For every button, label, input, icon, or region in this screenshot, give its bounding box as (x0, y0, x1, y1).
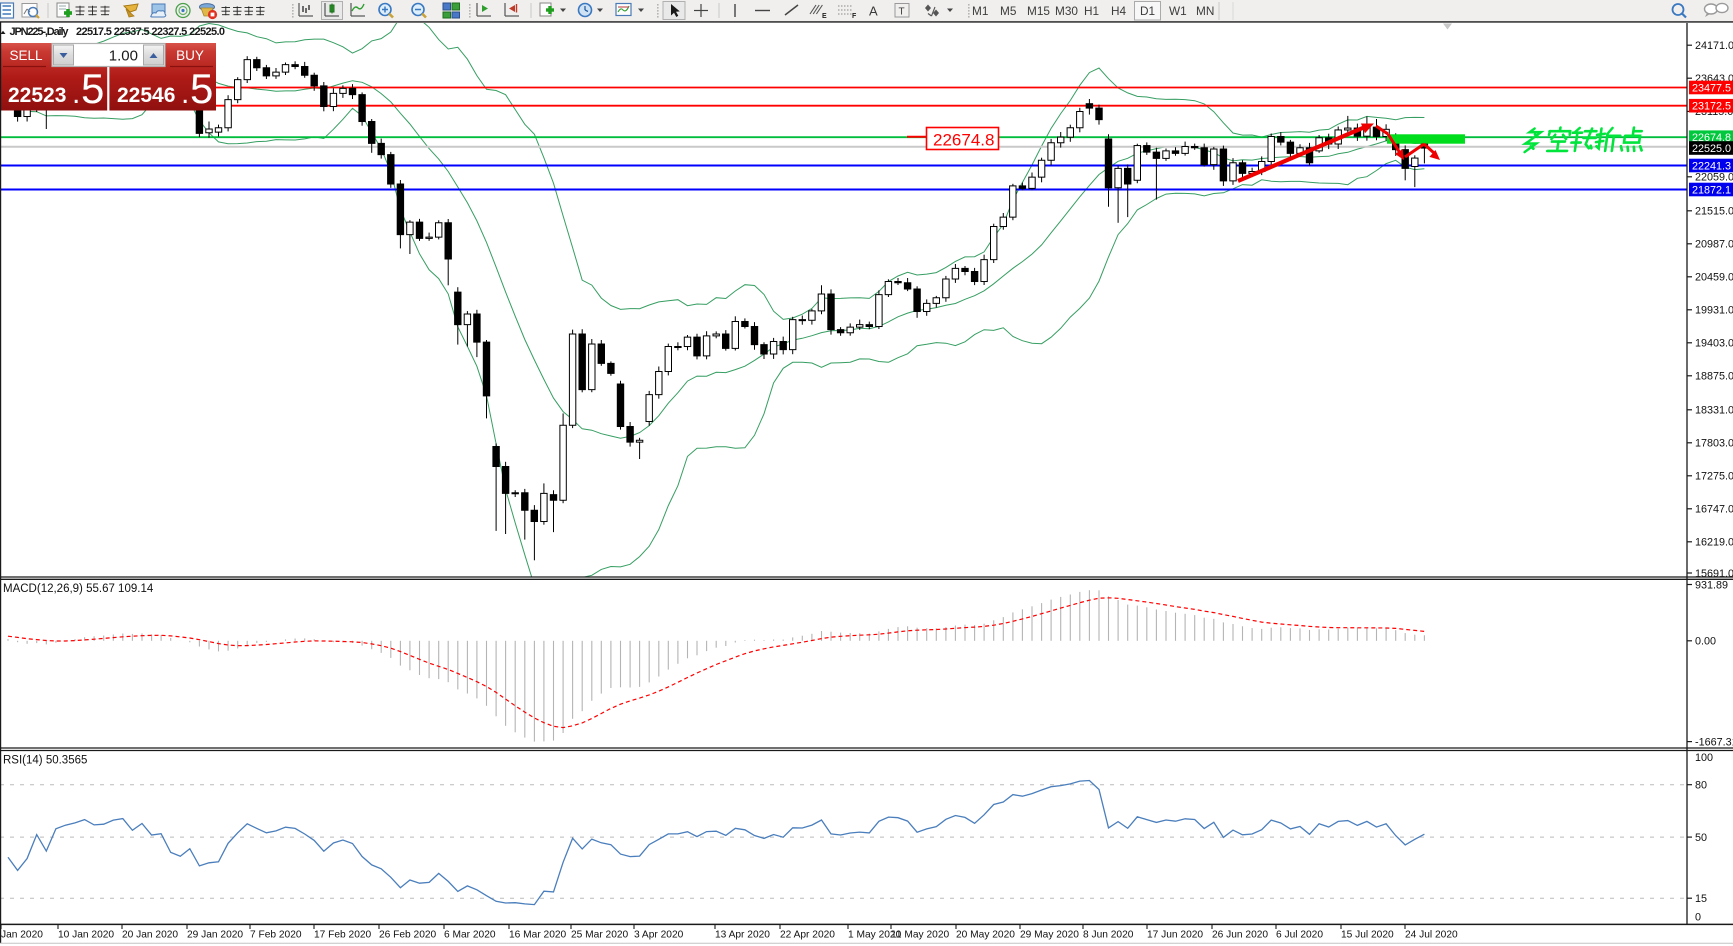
svg-text:24 Jul 2020: 24 Jul 2020 (1405, 930, 1458, 941)
svg-text:M1: M1 (972, 4, 988, 18)
svg-text:H4: H4 (1111, 4, 1127, 18)
svg-text:23477.5: 23477.5 (1692, 83, 1731, 95)
svg-text:22517.5 22537.5 22327.5 22525.: 22517.5 22537.5 22327.5 22525.0 (76, 26, 225, 38)
svg-text:21872.1: 21872.1 (1692, 185, 1731, 197)
svg-text:20987.0: 20987.0 (1695, 239, 1733, 251)
svg-text:100: 100 (1695, 752, 1713, 764)
svg-text:5: 5 (190, 65, 213, 112)
svg-text:M15: M15 (1027, 4, 1050, 18)
svg-text:80: 80 (1695, 780, 1707, 792)
svg-text:6 Jul 2020: 6 Jul 2020 (1276, 930, 1323, 941)
svg-text:MN: MN (1196, 4, 1214, 18)
svg-text:23172.5: 23172.5 (1692, 101, 1731, 113)
svg-text:F: F (852, 13, 857, 20)
svg-text:22546: 22546 (117, 84, 175, 107)
svg-text:26 Jun 2020: 26 Jun 2020 (1212, 930, 1268, 941)
svg-text:A: A (869, 4, 878, 19)
svg-text:17 Jun 2020: 17 Jun 2020 (1147, 930, 1203, 941)
svg-text:JPN225-,Daily: JPN225-,Daily (10, 26, 70, 38)
svg-text:22523: 22523 (8, 84, 66, 107)
svg-text:.: . (181, 77, 189, 110)
svg-text:16747.0: 16747.0 (1695, 504, 1733, 516)
svg-text:Jan 2020: Jan 2020 (1, 930, 43, 941)
svg-text:RSI(14) 50.3565: RSI(14) 50.3565 (3, 755, 87, 767)
svg-text:17 Feb 2020: 17 Feb 2020 (314, 930, 372, 941)
svg-text:W1: W1 (1169, 4, 1187, 18)
svg-text:D1: D1 (1140, 4, 1155, 18)
svg-text:SELL: SELL (9, 48, 43, 63)
svg-text:-1667.31: -1667.31 (1695, 736, 1733, 748)
svg-text:19403.0: 19403.0 (1695, 338, 1733, 350)
svg-text:8 Jun 2020: 8 Jun 2020 (1083, 930, 1134, 941)
svg-text:22 Apr 2020: 22 Apr 2020 (780, 930, 835, 941)
svg-text:15: 15 (1695, 893, 1707, 905)
svg-text:15691.0: 15691.0 (1695, 568, 1733, 580)
svg-text:10 Jan 2020: 10 Jan 2020 (58, 930, 114, 941)
svg-text:M5: M5 (1000, 4, 1017, 18)
svg-text:29 Jan 2020: 29 Jan 2020 (187, 930, 243, 941)
svg-text:MACD(12,26,9) 55.67 109.14: MACD(12,26,9) 55.67 109.14 (3, 583, 154, 595)
svg-text:.: . (72, 77, 80, 110)
svg-text:1.00: 1.00 (109, 48, 138, 65)
svg-text:5: 5 (81, 65, 104, 112)
svg-text:17275.0: 17275.0 (1695, 471, 1733, 483)
svg-text:24171.0: 24171.0 (1695, 40, 1733, 52)
svg-text:M30: M30 (1055, 4, 1078, 18)
svg-text:21515.0: 21515.0 (1695, 206, 1733, 218)
svg-text:20 May 2020: 20 May 2020 (956, 930, 1015, 941)
svg-text:16 Mar 2020: 16 Mar 2020 (509, 930, 567, 941)
svg-text:20 Jan 2020: 20 Jan 2020 (122, 930, 178, 941)
svg-text:7 Feb 2020: 7 Feb 2020 (250, 930, 302, 941)
svg-text:29 May 2020: 29 May 2020 (1020, 930, 1079, 941)
svg-text:17803.0: 17803.0 (1695, 438, 1733, 450)
svg-text:50: 50 (1695, 832, 1707, 844)
svg-text:22241.3: 22241.3 (1692, 161, 1731, 173)
svg-text:20459.0: 20459.0 (1695, 272, 1733, 284)
svg-text:E: E (822, 13, 827, 20)
svg-text:3 Apr 2020: 3 Apr 2020 (634, 930, 684, 941)
svg-text:BUY: BUY (176, 48, 204, 63)
svg-text:6 Mar 2020: 6 Mar 2020 (444, 930, 496, 941)
svg-text:18331.0: 18331.0 (1695, 405, 1733, 417)
svg-text:19931.0: 19931.0 (1695, 305, 1733, 317)
svg-text:26 Feb 2020: 26 Feb 2020 (379, 930, 437, 941)
svg-text:25 Mar 2020: 25 Mar 2020 (571, 930, 629, 941)
svg-text:22059.0: 22059.0 (1695, 172, 1733, 184)
svg-text:18875.0: 18875.0 (1695, 371, 1733, 383)
svg-text:15 Jul 2020: 15 Jul 2020 (1341, 930, 1394, 941)
svg-text:22674.8: 22674.8 (933, 131, 994, 150)
svg-text:0: 0 (1695, 912, 1701, 924)
svg-text:22525.0: 22525.0 (1692, 143, 1731, 155)
svg-text:0.00: 0.00 (1695, 636, 1716, 648)
svg-text:16219.0: 16219.0 (1695, 537, 1733, 549)
svg-text:1 May 2020: 1 May 2020 (848, 930, 902, 941)
svg-text:T: T (899, 7, 905, 18)
svg-text:13 Apr 2020: 13 Apr 2020 (715, 930, 770, 941)
svg-text:H1: H1 (1084, 4, 1099, 18)
svg-text:931.89: 931.89 (1695, 579, 1728, 591)
svg-text:11 May 2020: 11 May 2020 (891, 930, 949, 941)
